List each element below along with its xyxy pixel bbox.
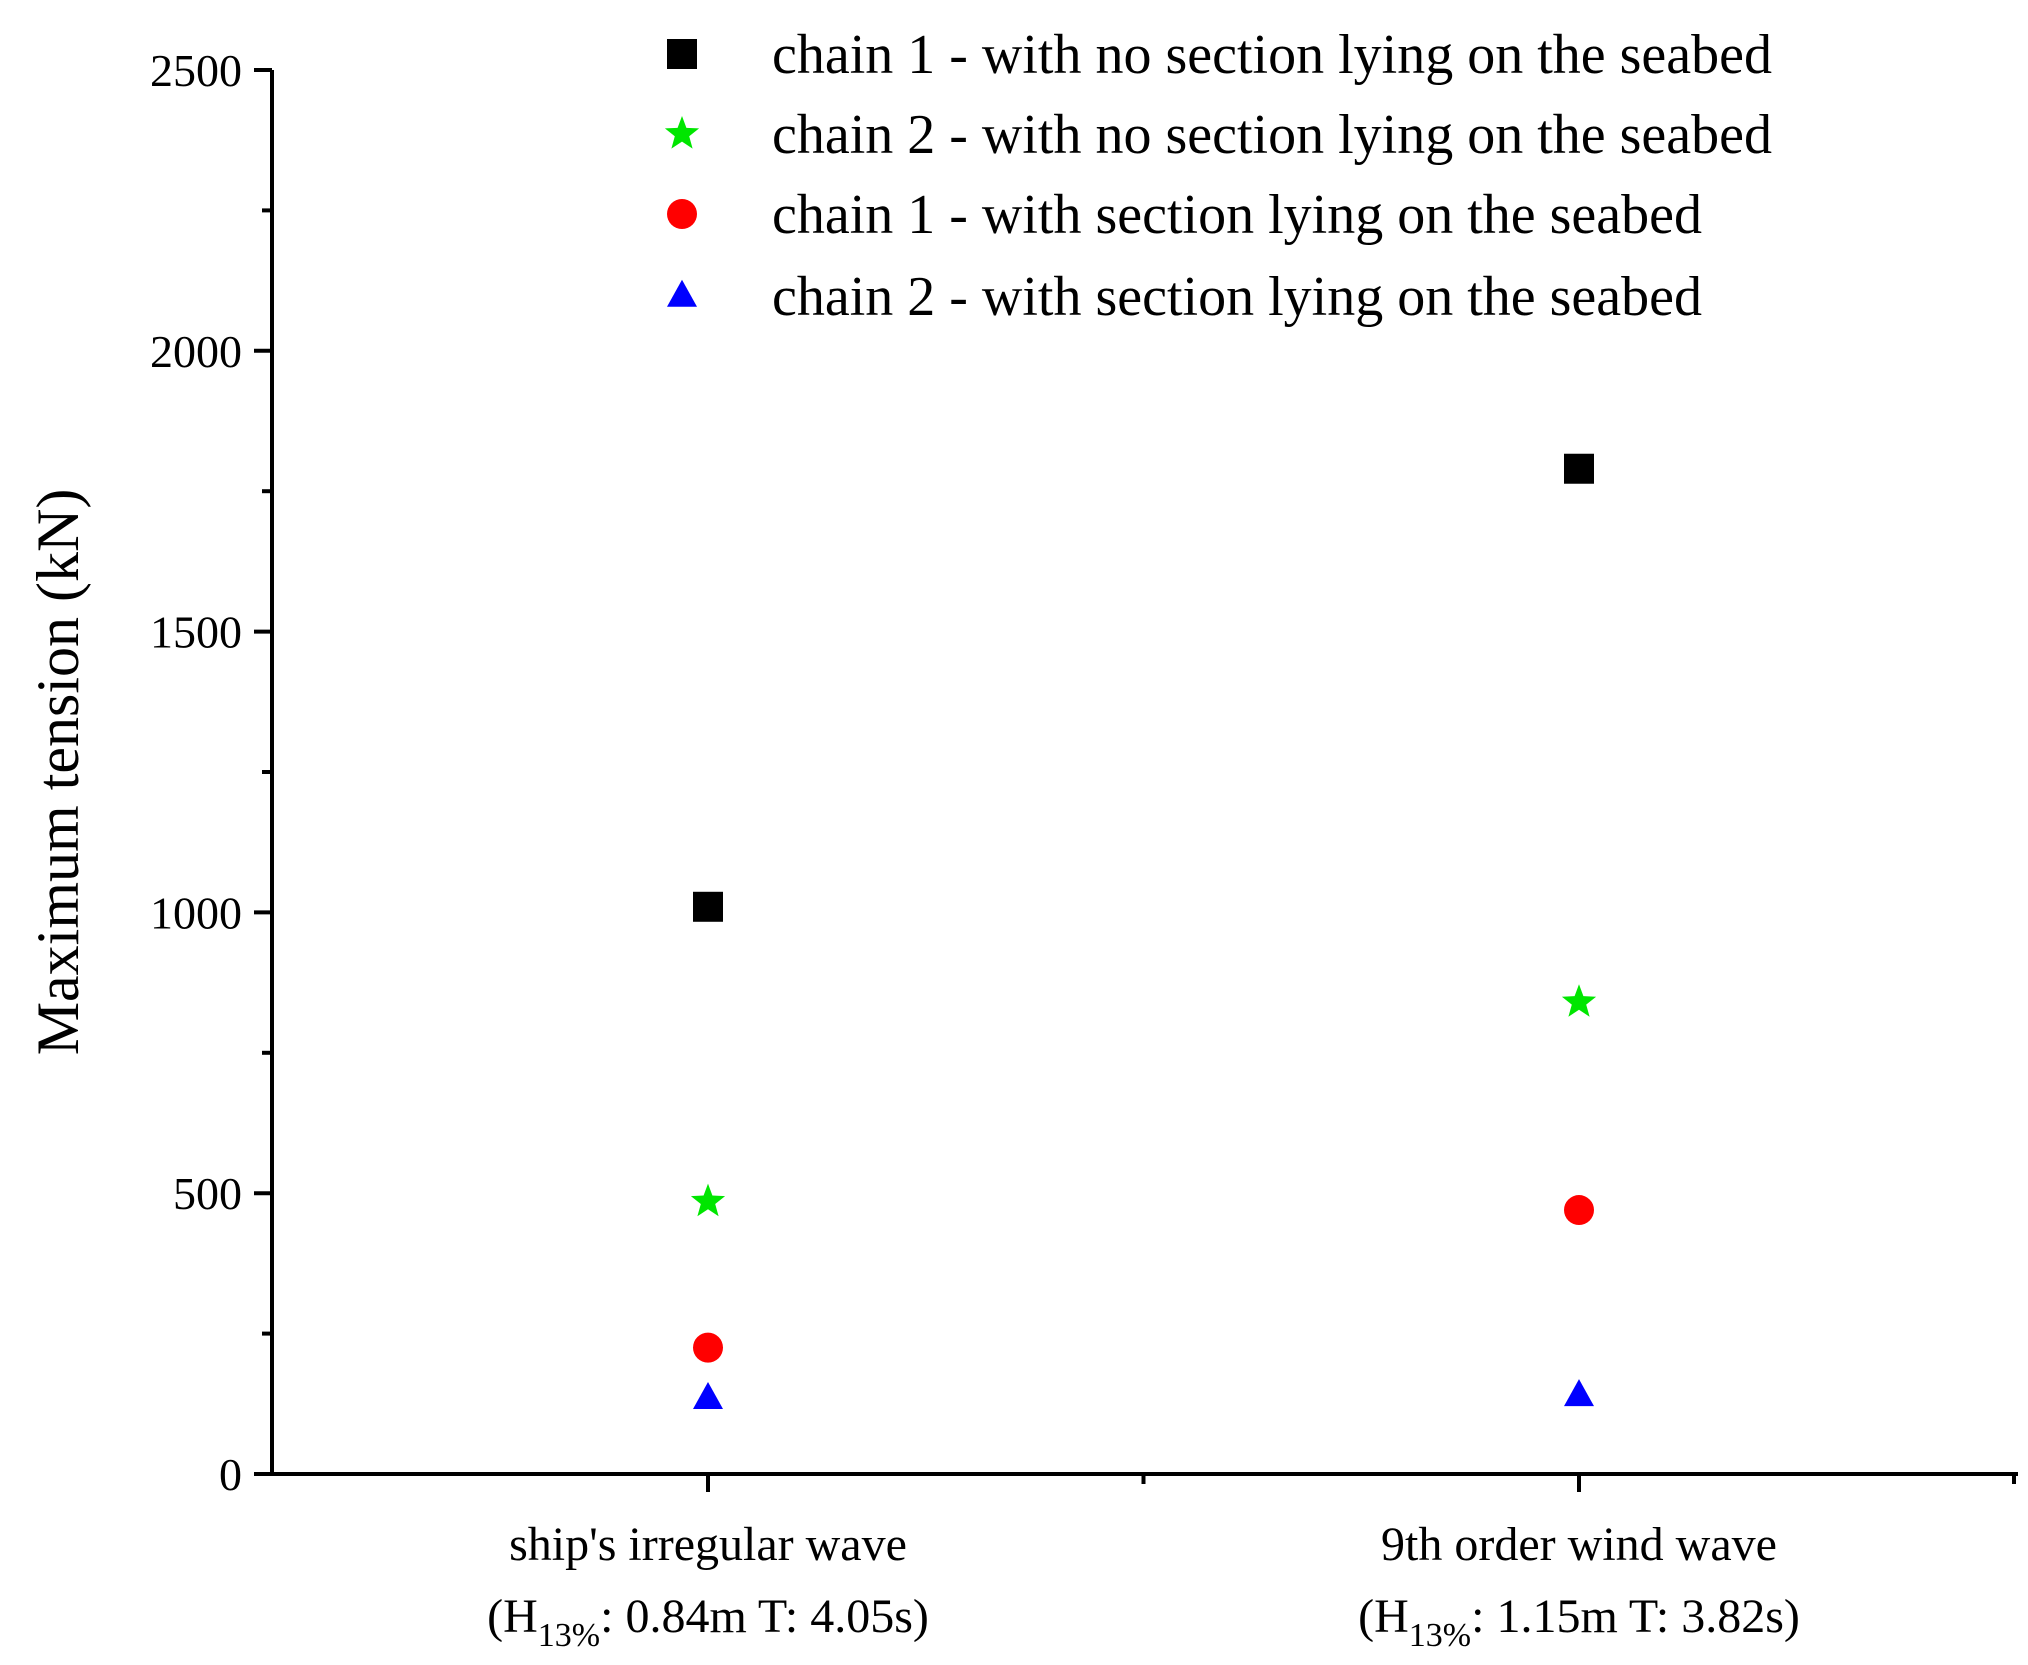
legend-marker-star	[664, 116, 700, 149]
category-label-open: (H	[487, 1590, 538, 1643]
category-labels: ship's irregular wave(H13%: 0.84m T: 4.0…	[487, 1518, 1800, 1654]
point-star-series2	[690, 1183, 726, 1217]
legend-label: chain 2 - with no section lying on the s…	[772, 104, 1772, 166]
category-label-line2: (H13%: 0.84m T: 4.05s)	[487, 1590, 929, 1654]
y-ticks: 0 500 1000 1500 2000 2500	[150, 45, 272, 1500]
point-star-series2	[1561, 984, 1597, 1017]
point-triangle-series4	[1564, 1379, 1594, 1407]
point-square-series1	[1564, 453, 1594, 484]
y-tick-label: 1000	[150, 887, 242, 938]
category-label-subscript: 13%	[1409, 1617, 1471, 1654]
y-tick-label: 2000	[150, 326, 242, 377]
legend-label: chain 2 - with section lying on the seab…	[772, 266, 1702, 328]
category-label-rest: : 0.84m T: 4.05s)	[600, 1590, 929, 1643]
point-circle-series3	[1564, 1195, 1594, 1226]
category-label-open: (H	[1358, 1590, 1409, 1643]
category-label-line1: ship's irregular wave	[509, 1518, 907, 1571]
legend: chain 1 - with no section lying on the s…	[664, 24, 1772, 328]
y-tick-label: 500	[173, 1168, 242, 1219]
category-label-rest: : 1.15m T: 3.82s)	[1471, 1590, 1800, 1643]
point-triangle-series4	[693, 1381, 723, 1409]
category-label-subscript: 13%	[538, 1617, 600, 1654]
legend-marker-triangle	[667, 279, 697, 307]
point-square-series1	[693, 891, 723, 922]
x-ticks	[706, 1474, 2016, 1492]
y-tick-label: 2500	[150, 45, 242, 96]
data-points	[690, 453, 1597, 1409]
category-label-line2: (H13%: 1.15m T: 3.82s)	[1358, 1590, 1800, 1654]
y-tick-label: 0	[219, 1449, 242, 1500]
point-circle-series3	[693, 1332, 723, 1363]
legend-marker-circle	[667, 199, 697, 229]
legend-label: chain 1 - with no section lying on the s…	[772, 24, 1772, 86]
legend-label: chain 1 - with section lying on the seab…	[772, 184, 1702, 246]
legend-marker-square	[667, 39, 697, 69]
y-axis-title: Maximum tension (kN)	[25, 489, 91, 1056]
y-tick-label: 1500	[150, 607, 242, 658]
category-label-line1: 9th order wind wave	[1381, 1518, 1777, 1571]
